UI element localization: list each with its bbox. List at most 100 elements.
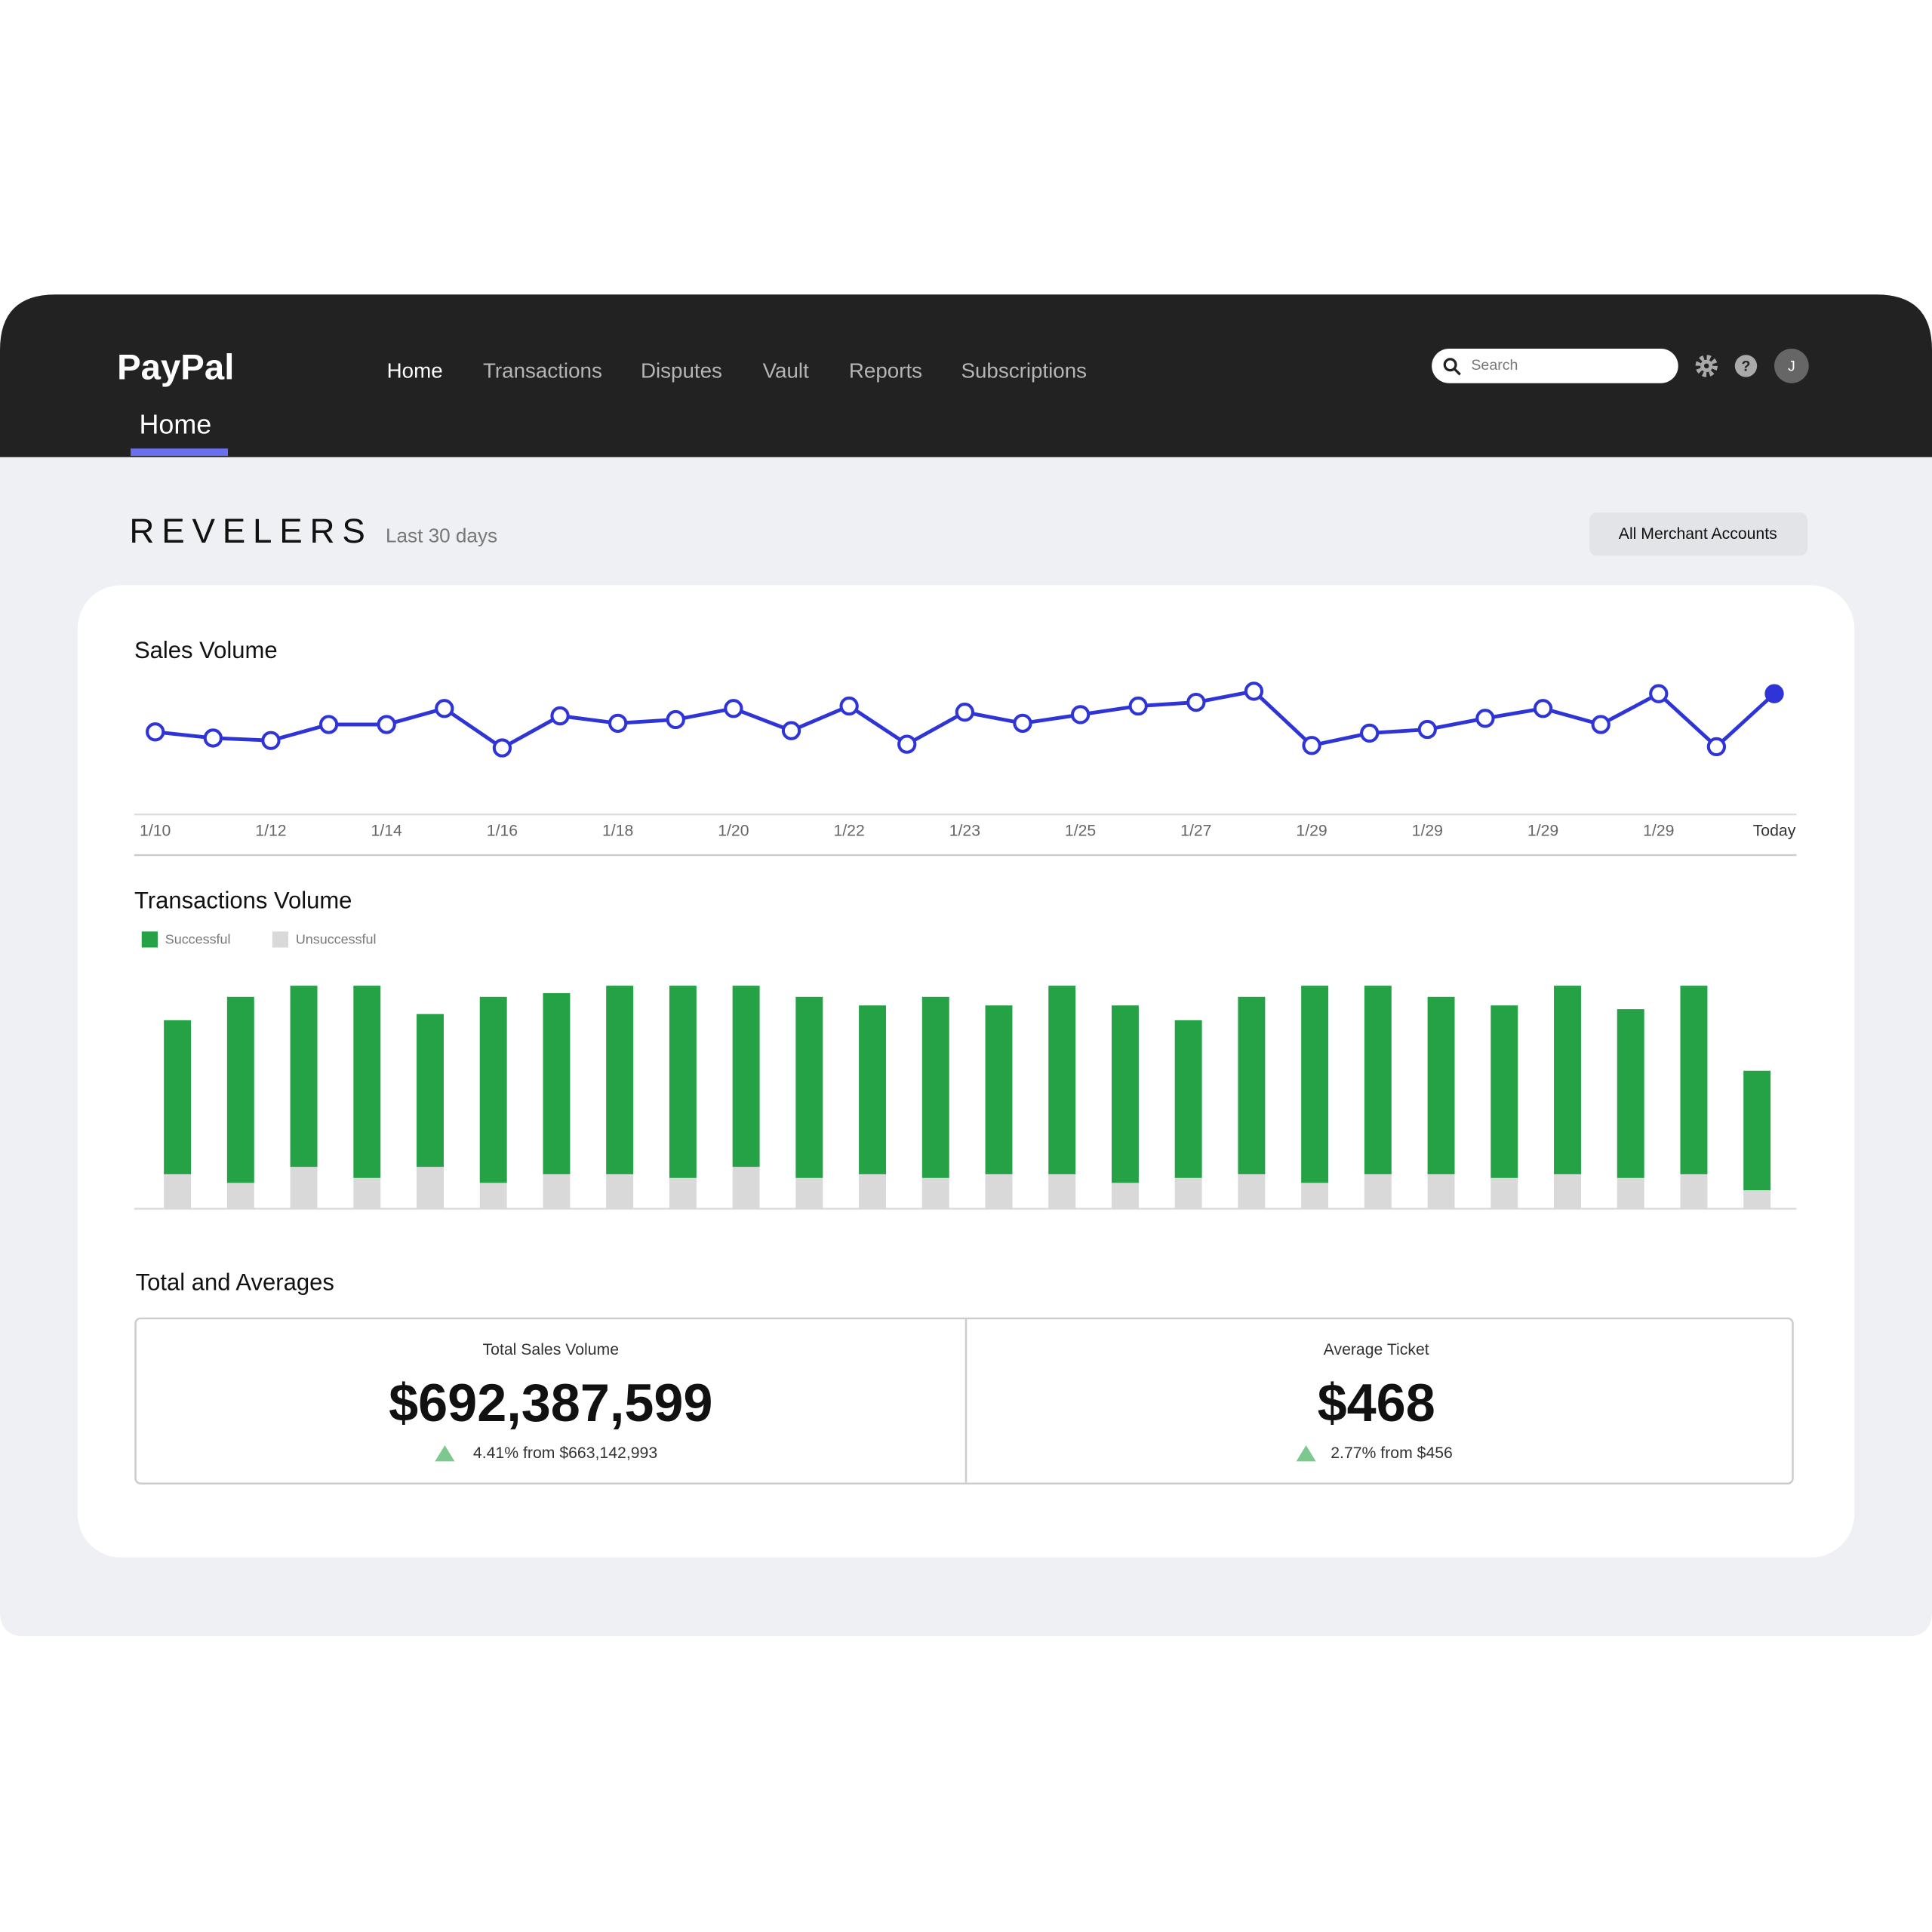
bar-segment [226, 996, 254, 1183]
bar-segment [290, 1167, 318, 1209]
bar-segment [164, 1020, 192, 1174]
bar-segment [1554, 1174, 1581, 1209]
totals-box [134, 1317, 1794, 1484]
bar-segment [543, 992, 571, 1174]
line-point [666, 709, 685, 730]
bar-segment [1427, 1174, 1455, 1209]
line-point [261, 731, 281, 750]
line-point [1128, 696, 1148, 716]
x-tick-label: 1/25 [1065, 823, 1096, 840]
line-point [1649, 684, 1669, 703]
up-arrow [435, 1445, 455, 1462]
line-point [897, 734, 917, 754]
nav-item[interactable]: Reports [849, 358, 922, 382]
tab-underline [131, 448, 229, 457]
line-point [608, 713, 628, 734]
line-point [377, 715, 396, 734]
bar-segment [1238, 1174, 1266, 1209]
x-tick-label: 1/23 [949, 823, 980, 840]
legend-swatch [141, 931, 158, 948]
bar-segment [1048, 986, 1076, 1174]
settings-icon[interactable] [1695, 355, 1718, 377]
nav-item[interactable]: Home [387, 358, 443, 382]
help-glyph: ? [1741, 358, 1750, 375]
main-card [77, 585, 1855, 1558]
line-point [1706, 737, 1727, 757]
bar-segment [1617, 1009, 1644, 1178]
bar-segment [290, 986, 318, 1168]
line-point [203, 728, 223, 748]
brand-name: REVELERS [129, 512, 372, 550]
line-point [781, 721, 801, 740]
x-tick-label: 1/27 [1180, 823, 1211, 840]
line-point [550, 706, 570, 726]
bar-segment [1680, 986, 1708, 1174]
nav-item[interactable]: Disputes [641, 358, 722, 382]
merchant-button[interactable] [1589, 512, 1808, 556]
avatar-initial: J [1788, 358, 1795, 375]
line-point [492, 738, 512, 758]
search-icon [1453, 368, 1461, 376]
bar-segment [479, 996, 507, 1183]
merchant-button-label: All Merchant Accounts [1619, 525, 1777, 543]
x-tick-label: 1/22 [833, 823, 864, 840]
bar-segment [1491, 1177, 1518, 1209]
help-icon[interactable] [1734, 355, 1758, 377]
bar-segment [921, 1177, 949, 1209]
bar-segment [1364, 986, 1392, 1174]
bar-segment [669, 1177, 697, 1209]
bar-segment [1743, 1190, 1771, 1209]
bar-segment [479, 1183, 507, 1209]
legend-swatch [272, 931, 289, 948]
bar-segment [1301, 1183, 1329, 1209]
bar-segment [606, 986, 634, 1174]
line-point [1475, 709, 1495, 728]
chart-title: Sales Volume [134, 637, 278, 663]
x-tick-label: 1/29 [1527, 823, 1558, 840]
line-point [1360, 723, 1380, 743]
bar-segment [606, 1174, 634, 1209]
line-point [435, 699, 454, 718]
x-tick-label: Today [1753, 823, 1796, 840]
x-tick-label: 1/29 [1412, 823, 1443, 840]
page-tab[interactable]: Home [139, 408, 211, 439]
kpi-value: $468 [1318, 1373, 1435, 1432]
top-bar [0, 294, 1932, 457]
x-tick-label: 1/20 [718, 823, 749, 840]
bar-segment [353, 1177, 381, 1209]
bar-segment [353, 986, 381, 1178]
bar-segment [226, 1183, 254, 1209]
line-point [1013, 713, 1032, 734]
search-box[interactable] [1432, 349, 1678, 383]
bar-segment [921, 996, 949, 1178]
kpi-label: Average Ticket [1324, 1341, 1429, 1358]
line-point [839, 696, 859, 716]
bar-segment [1554, 986, 1581, 1174]
nav-item[interactable]: Vault [763, 358, 809, 382]
bar-segment [985, 1174, 1013, 1209]
nav-item[interactable]: Subscriptions [961, 358, 1087, 382]
line-point [1533, 699, 1553, 718]
line-point [318, 715, 339, 734]
nav-item[interactable]: Transactions [483, 358, 602, 382]
bar-segment [732, 986, 760, 1168]
bar-segment [1111, 1183, 1139, 1209]
bar-segment [1111, 1005, 1139, 1183]
logo[interactable]: PayPal [117, 347, 234, 387]
line-point [1244, 681, 1264, 701]
bar-segment [1427, 996, 1455, 1174]
line-point [724, 699, 743, 718]
up-arrow [1296, 1445, 1316, 1462]
line-point [1186, 692, 1206, 712]
avatar[interactable] [1774, 349, 1809, 383]
period: Last 30 days [386, 525, 497, 547]
bar-segment [1174, 1177, 1202, 1209]
search-placeholder: Search [1471, 357, 1518, 374]
x-tick-label: 1/18 [602, 823, 633, 840]
section-title: Total and Averages [136, 1269, 334, 1295]
x-tick-label: 1/10 [140, 823, 171, 840]
bar-segment [669, 986, 697, 1178]
bar-segment [795, 996, 823, 1178]
bar-segment [417, 1167, 444, 1209]
